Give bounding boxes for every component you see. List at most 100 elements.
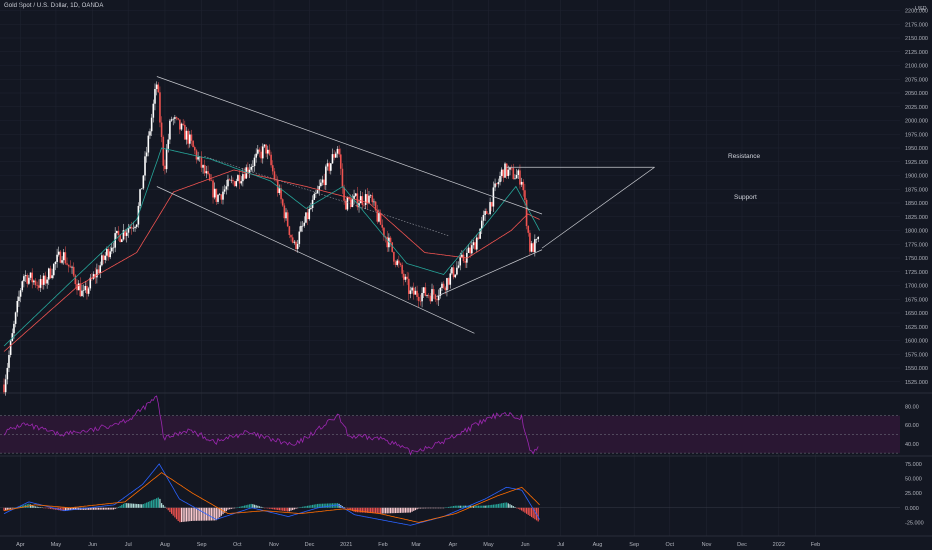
macd-histogram-bar xyxy=(393,507,395,514)
macd-histogram-bar xyxy=(514,506,516,508)
time-tick-label: 2021 xyxy=(340,542,352,548)
macd-histogram-bar xyxy=(336,503,339,508)
price-tick-label: 1575.000 xyxy=(905,352,928,358)
candle-body xyxy=(51,275,53,279)
candle-body xyxy=(366,194,369,204)
candle-body xyxy=(364,194,367,205)
macd-histogram-bar xyxy=(474,505,476,508)
candle-body xyxy=(86,285,88,294)
macd-histogram-bar xyxy=(433,507,435,509)
macd-histogram-bar xyxy=(232,507,234,509)
candle-body xyxy=(376,210,379,222)
candle-body xyxy=(13,323,15,334)
candle-body xyxy=(89,277,92,289)
candle-body xyxy=(252,166,254,167)
macd-histogram-bar xyxy=(199,507,201,521)
candle-body xyxy=(374,201,377,211)
macd-histogram-bar xyxy=(428,507,430,509)
candle-body xyxy=(223,189,226,192)
macd-histogram-bar xyxy=(305,506,307,508)
macd-histogram-bar xyxy=(394,507,397,514)
macd-histogram-bar xyxy=(530,507,533,518)
candle-body xyxy=(273,171,276,180)
macd-histogram-bar xyxy=(323,503,325,508)
candle-body xyxy=(197,157,199,160)
time-tick-label: 2022 xyxy=(773,542,785,548)
macd-histogram-bar xyxy=(321,503,324,508)
candle-body xyxy=(416,290,418,297)
candle-body xyxy=(296,243,299,249)
candle-body xyxy=(461,254,463,258)
candle-body xyxy=(215,188,218,202)
candle-body xyxy=(439,288,442,296)
macd-histogram-bar xyxy=(5,507,7,511)
macd-histogram-bar xyxy=(434,507,436,509)
candle-body xyxy=(343,187,345,201)
candle-body xyxy=(69,266,72,268)
time-tick-label: Jun xyxy=(88,542,97,548)
candle-body xyxy=(16,300,19,313)
macd-histogram-bar xyxy=(177,507,179,521)
candle-body xyxy=(233,181,236,187)
candle-body xyxy=(534,239,536,253)
candle-body xyxy=(441,283,443,289)
macd-histogram-bar xyxy=(238,506,241,508)
macd-histogram-bar xyxy=(496,504,498,508)
macd-histogram-bar xyxy=(102,507,105,510)
candle-body xyxy=(323,179,325,186)
macd-histogram-bar xyxy=(10,507,12,509)
macd-tick-label: 0.000 xyxy=(905,506,919,512)
candle-body xyxy=(469,247,471,254)
candle-body xyxy=(361,196,364,205)
macd-histogram-bar xyxy=(346,507,349,509)
macd-histogram-bar xyxy=(15,507,17,508)
candle-body xyxy=(520,181,523,185)
macd-histogram-bar xyxy=(89,507,91,510)
candle-body xyxy=(338,148,340,155)
candle-body xyxy=(14,312,17,324)
time-tick-label: Apr xyxy=(449,542,458,548)
price-tick-label: 2000.000 xyxy=(905,119,928,125)
candle-body xyxy=(184,124,186,140)
macd-histogram-bar xyxy=(441,507,443,509)
macd-histogram-bar xyxy=(378,507,380,514)
candle-body xyxy=(472,242,475,246)
price-tick-label: 1850.000 xyxy=(905,201,928,207)
candle-body xyxy=(195,150,198,160)
macd-histogram-bar xyxy=(302,506,304,508)
candle-body xyxy=(427,295,430,296)
macd-histogram-bar xyxy=(534,507,536,520)
macd-histogram-bar xyxy=(136,503,138,508)
macd-histogram-bar xyxy=(43,507,45,509)
candle-body xyxy=(285,212,287,219)
macd-histogram-bar xyxy=(313,504,315,508)
macd-histogram-bar xyxy=(187,507,189,522)
candle-body xyxy=(449,273,452,285)
support-label: Support xyxy=(734,194,757,201)
macd-histogram-bar xyxy=(504,502,506,508)
macd-histogram-bar xyxy=(481,505,483,508)
channel-midline xyxy=(204,155,450,237)
macd-histogram-bar xyxy=(419,507,422,509)
macd-histogram-bar xyxy=(436,507,438,509)
macd-histogram-bar xyxy=(214,507,216,521)
candle-body xyxy=(106,248,108,256)
macd-histogram-bar xyxy=(114,507,116,509)
candle-body xyxy=(213,188,216,198)
candle-body xyxy=(291,237,294,243)
macd-histogram-bar xyxy=(525,507,528,514)
time-tick-label: Nov xyxy=(269,542,279,548)
macd-histogram-bar xyxy=(522,507,524,512)
macd-histogram-bar xyxy=(247,504,249,508)
price-tick-label: 2200.000 xyxy=(905,9,928,15)
candle-body xyxy=(203,165,206,174)
macd-histogram-bar xyxy=(277,507,279,510)
macd-histogram-bar xyxy=(356,507,358,513)
macd-histogram-bar xyxy=(486,505,488,508)
macd-histogram-bar xyxy=(389,507,392,514)
macd-histogram-bar xyxy=(33,505,35,508)
candle-body xyxy=(135,224,138,227)
candle-body xyxy=(500,169,503,176)
